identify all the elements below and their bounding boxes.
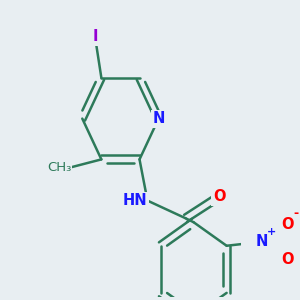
Text: N: N (152, 111, 165, 126)
Text: HN: HN (123, 193, 148, 208)
Text: O: O (281, 217, 293, 232)
Text: N: N (255, 234, 268, 249)
Text: I: I (92, 29, 98, 44)
Text: O: O (213, 189, 225, 204)
Text: +: + (267, 227, 276, 237)
Text: O: O (281, 252, 293, 267)
Text: CH₃: CH₃ (47, 161, 71, 174)
Text: -: - (293, 207, 298, 220)
